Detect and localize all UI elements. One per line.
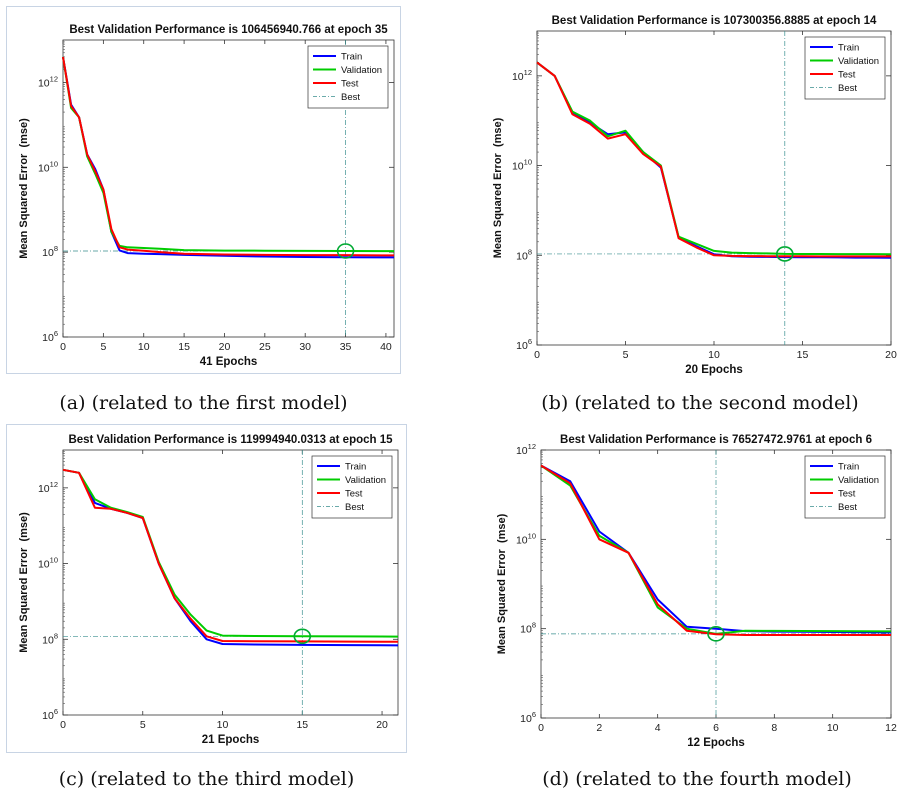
- chart-panel-b: Best Validation Performance is 107300356…: [490, 8, 910, 376]
- legend-label: Best: [838, 502, 857, 513]
- y-tick-label: 1010: [38, 556, 58, 571]
- chart-panel-c: Best Validation Performance is 119994940…: [6, 424, 407, 753]
- x-tick-label: 0: [538, 722, 544, 734]
- legend-label: Validation: [345, 475, 386, 486]
- chart-svg: Best Validation Performance is 119994940…: [18, 434, 399, 746]
- y-tick-label: 106: [516, 337, 532, 352]
- y-tick-label: 1010: [516, 531, 536, 546]
- y-tick-label: 108: [42, 631, 58, 646]
- x-tick-label: 8: [771, 722, 777, 734]
- chart-panel-a: Best Validation Performance is 106456940…: [6, 6, 401, 374]
- legend-label: Best: [341, 92, 360, 103]
- legend-label: Best: [345, 502, 364, 513]
- best-marker: [707, 626, 725, 642]
- legend: Train Validation Test Best: [804, 36, 886, 100]
- x-tick-label: 20: [885, 349, 897, 361]
- legend-label: Train: [838, 43, 859, 54]
- best-marker: [293, 628, 312, 645]
- y-tick-label: 1010: [512, 158, 532, 173]
- x-tick-label: 12: [885, 722, 897, 734]
- y-tick-label: 106: [520, 710, 536, 725]
- y-tick-label: 108: [520, 621, 536, 636]
- x-tick-label: 30: [299, 341, 311, 353]
- x-tick-label: 0: [60, 719, 66, 731]
- legend-label: Validation: [838, 475, 879, 486]
- legend-label: Validation: [341, 65, 382, 76]
- chart-title: Best Validation Performance is 107300356…: [552, 15, 877, 27]
- y-tick-label: 108: [516, 247, 532, 262]
- series-line-test: [540, 464, 891, 636]
- legend-label: Test: [838, 70, 856, 81]
- x-tick-label: 0: [534, 349, 540, 361]
- chart-svg: Best Validation Performance is 107300356…: [492, 15, 897, 376]
- x-tick-label: 20: [219, 341, 231, 353]
- legend-label: Train: [345, 462, 366, 473]
- y-tick-label: 106: [42, 707, 58, 722]
- x-tick-label: 10: [217, 719, 229, 731]
- x-tick-label: 35: [340, 341, 352, 353]
- x-axis-label: 20 Epochs: [685, 364, 743, 376]
- series-line-test: [62, 56, 395, 257]
- x-tick-label: 10: [708, 349, 720, 361]
- series-line-test: [62, 468, 399, 643]
- chart-title: Best Validation Performance is 106456940…: [69, 24, 388, 36]
- x-tick-label: 0: [60, 341, 66, 353]
- legend: Train Validation Test Best: [804, 455, 886, 519]
- legend-label: Test: [345, 489, 363, 500]
- y-tick-label: 1012: [516, 442, 536, 457]
- figure-caption-b: (b) (related to the second model): [541, 392, 859, 414]
- x-tick-label: 10: [138, 341, 150, 353]
- series-line-validation: [62, 468, 399, 638]
- x-tick-label: 5: [100, 341, 106, 353]
- y-axis-label: Mean Squared Error (mse): [492, 117, 504, 258]
- y-tick-label: 108: [42, 244, 58, 259]
- y-tick-label: 1010: [38, 159, 58, 174]
- series-line-test: [536, 61, 891, 258]
- legend-label: Test: [838, 489, 856, 500]
- y-axis-label: Mean Squared Error (mse): [496, 513, 508, 654]
- x-axis-label: 12 Epochs: [687, 737, 745, 749]
- x-tick-label: 15: [178, 341, 190, 353]
- chart-svg: Best Validation Performance is 76527472.…: [496, 434, 897, 749]
- x-tick-label: 15: [797, 349, 809, 361]
- y-tick-label: 1012: [512, 68, 532, 83]
- x-tick-label: 4: [655, 722, 661, 734]
- legend-label: Train: [838, 462, 859, 473]
- best-marker: [775, 246, 794, 262]
- chart-svg: Best Validation Performance is 106456940…: [18, 24, 395, 368]
- y-tick-label: 1012: [38, 480, 58, 495]
- legend-label: Validation: [838, 56, 879, 67]
- x-tick-label: 5: [140, 719, 146, 731]
- legend: Train Validation Test Best: [311, 455, 393, 519]
- x-tick-label: 15: [296, 719, 308, 731]
- x-axis-label: 41 Epochs: [200, 356, 258, 368]
- best-marker: [336, 243, 355, 259]
- y-tick-label: 1012: [38, 74, 58, 89]
- legend-label: Best: [838, 83, 857, 94]
- legend-label: Test: [341, 79, 359, 90]
- x-tick-label: 25: [259, 341, 271, 353]
- y-axis-label: Mean Squared Error (mse): [18, 512, 30, 653]
- x-tick-label: 5: [623, 349, 629, 361]
- x-tick-label: 10: [827, 722, 839, 734]
- legend: Train Validation Test Best: [307, 45, 389, 109]
- legend-label: Train: [341, 52, 362, 63]
- x-tick-label: 20: [376, 719, 388, 731]
- y-tick-label: 106: [42, 329, 58, 344]
- chart-panel-d: Best Validation Performance is 76527472.…: [489, 433, 905, 756]
- x-axis-label: 21 Epochs: [202, 734, 260, 746]
- figure-caption-d: (d) (related to the fourth model): [542, 768, 852, 790]
- series-line-validation: [536, 61, 892, 256]
- x-tick-label: 40: [380, 341, 392, 353]
- y-axis-label: Mean Squared Error (mse): [18, 118, 30, 259]
- figure-caption-a: (a) (related to the first model): [59, 392, 348, 414]
- x-tick-label: 6: [713, 722, 719, 734]
- x-tick-label: 2: [596, 722, 602, 734]
- chart-title: Best Validation Performance is 119994940…: [68, 434, 393, 446]
- figure-caption-c: (c) (related to the third model): [58, 768, 355, 790]
- chart-title: Best Validation Performance is 76527472.…: [560, 434, 872, 446]
